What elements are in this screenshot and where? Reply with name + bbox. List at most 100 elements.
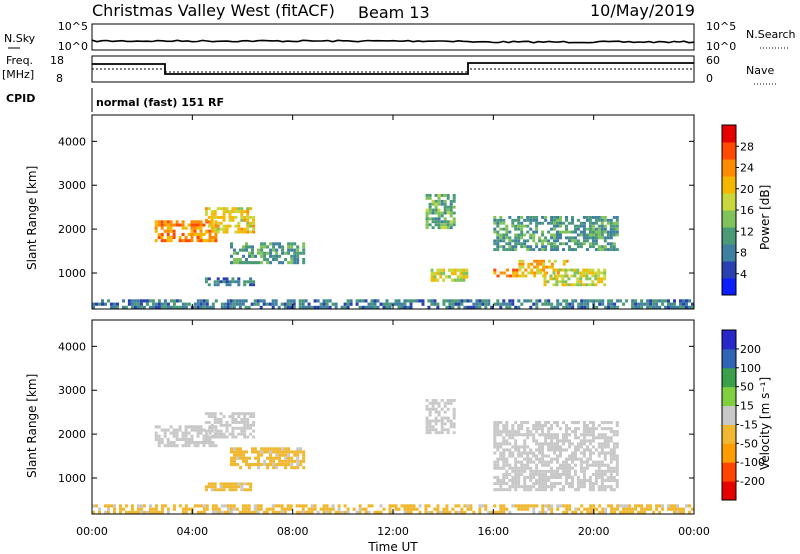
echo-cell [574, 248, 577, 251]
echo-cell [242, 245, 245, 249]
echo-cell [535, 466, 539, 470]
echo-cell [216, 216, 220, 219]
echo-cell [606, 451, 610, 455]
echo-cell [615, 216, 619, 219]
colorbar-tick-label: 20 [740, 183, 754, 196]
echo-cell [526, 485, 530, 489]
echo-cell [205, 441, 209, 445]
echo-cell [296, 463, 300, 467]
echo-cell [252, 429, 256, 433]
echo-cell [555, 280, 559, 284]
echo-cell [549, 274, 553, 278]
echo-cell [154, 504, 158, 508]
echo-cell [225, 207, 229, 211]
echo-cell [559, 216, 562, 219]
echo-cell [535, 454, 539, 458]
echo-cell [296, 261, 300, 265]
echo-cell [538, 448, 542, 452]
echo-cell [216, 221, 220, 225]
echo-cell [237, 227, 241, 231]
echo-cell [434, 399, 438, 402]
echo-cell [181, 232, 185, 236]
echo-cell [511, 248, 515, 251]
echo-cell [172, 302, 176, 306]
echo-cell [452, 217, 456, 221]
echo-cell [289, 299, 293, 303]
echo-cell [449, 214, 453, 218]
echo-cell [583, 299, 587, 303]
echo-cell [166, 229, 170, 233]
echo-cell [190, 441, 194, 445]
echo-cell [163, 444, 167, 448]
echo-cell [207, 435, 211, 439]
echo-cell [431, 407, 435, 411]
echo-cell [223, 302, 227, 306]
echo-cell [406, 507, 410, 511]
echo-cell [298, 302, 302, 306]
echo-cell [214, 504, 218, 508]
echo-cell [565, 463, 568, 467]
echo-cell [511, 445, 515, 449]
echo-cell [169, 239, 173, 243]
echo-cell [600, 445, 604, 449]
echo-cell [499, 421, 503, 425]
echo-cell [577, 302, 581, 306]
echo-cell [582, 466, 586, 470]
echo-cell [562, 510, 566, 514]
echo-cell [92, 302, 95, 306]
echo-cell [322, 507, 326, 511]
echo-cell [163, 305, 167, 309]
echo-cell [600, 448, 604, 452]
echo-cell [355, 302, 359, 306]
echo-cell [216, 277, 220, 281]
echo-cell [502, 475, 506, 479]
echo-cell [210, 412, 214, 416]
colorbar-tick-label: 28 [740, 140, 754, 153]
echo-cell [502, 302, 506, 306]
echo-cell [157, 236, 161, 240]
echo-cell [609, 485, 613, 489]
echo-cell [550, 248, 554, 251]
echo-cell [535, 430, 539, 434]
echo-cell [499, 510, 503, 514]
echo-cell [502, 227, 506, 231]
echo-cell [556, 233, 559, 237]
echo-cell [565, 430, 568, 434]
echo-cell [600, 236, 604, 240]
echo-cell [682, 299, 685, 303]
echo-cell [565, 427, 568, 431]
echo-cell [511, 451, 515, 455]
echo-cell [228, 485, 232, 489]
echo-cell [451, 507, 455, 511]
echo-cell [536, 259, 540, 263]
echo-cell [603, 218, 607, 222]
echo-cell [280, 302, 284, 306]
echo-cell [508, 454, 512, 458]
echo-cell [505, 421, 509, 425]
echo-cell [202, 510, 206, 514]
echo-cell [490, 510, 494, 514]
echo-cell [130, 507, 134, 511]
echo-cell [287, 242, 291, 246]
echo-cell [222, 224, 226, 228]
echo-cell [625, 504, 629, 508]
echo-cell [536, 262, 540, 266]
echo-cell [459, 268, 463, 272]
echo-cell [574, 230, 577, 234]
echo-cell [148, 510, 152, 514]
echo-cell [585, 271, 589, 275]
echo-cell [433, 299, 437, 303]
echo-cell [214, 236, 218, 240]
echo-cell [570, 268, 574, 272]
echo-cell [514, 460, 518, 464]
echo-cell [634, 507, 638, 511]
echo-cell [585, 433, 589, 437]
echo-cell [266, 261, 270, 265]
echo-cell [493, 268, 497, 272]
echo-cell [434, 223, 438, 227]
echo-cell [553, 448, 557, 452]
echo-cell [559, 224, 562, 228]
echo-cell [284, 463, 288, 467]
echo-cell [565, 424, 568, 428]
echo-cell [301, 504, 305, 508]
